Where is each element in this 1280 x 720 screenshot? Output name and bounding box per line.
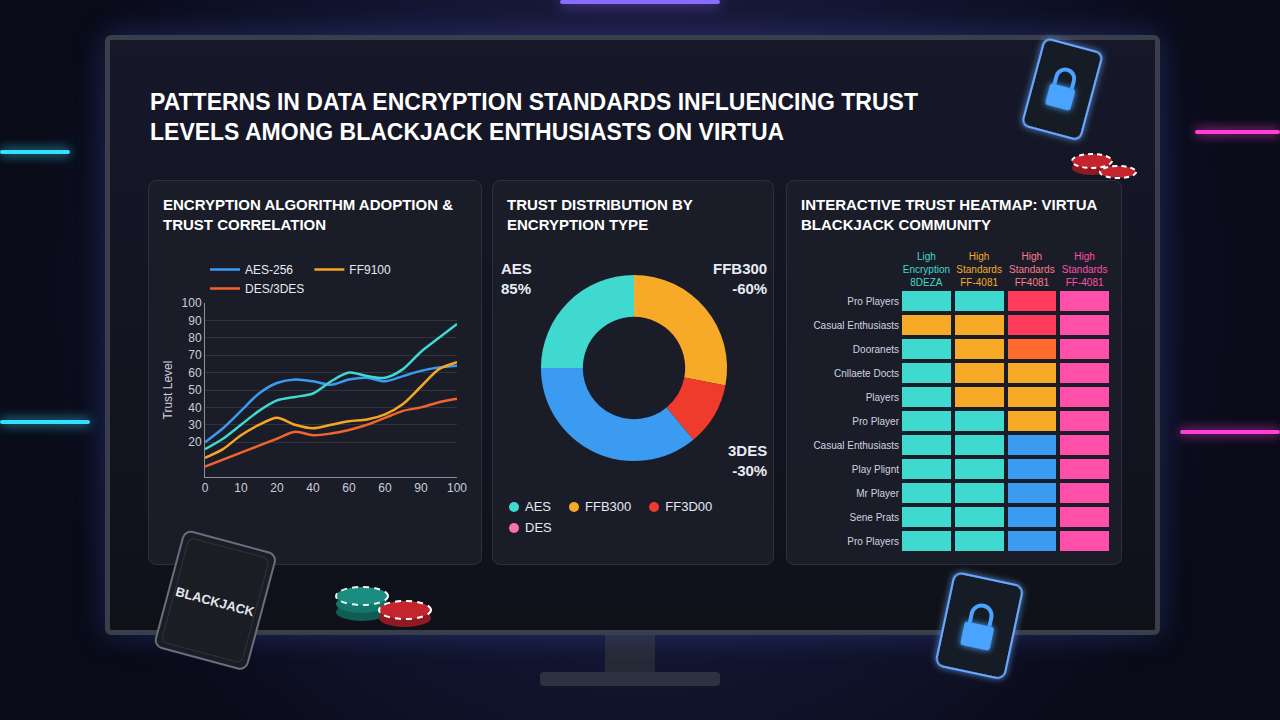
svg-text:Pro Players: Pro Players bbox=[847, 296, 899, 307]
svg-text:40: 40 bbox=[188, 401, 202, 415]
svg-text:HighStandardsFF4081: HighStandardsFF4081 bbox=[1009, 251, 1055, 288]
html-text:FF3D00: FF3D00 bbox=[665, 499, 713, 514]
html-text:AES: AES bbox=[525, 499, 551, 514]
svg-text:AES-256: AES-256 bbox=[245, 263, 293, 277]
svg-text:Players: Players bbox=[866, 392, 899, 403]
svg-text:40: 40 bbox=[306, 481, 320, 495]
svg-text:60: 60 bbox=[378, 481, 392, 495]
svg-text:DES/3DES: DES/3DES bbox=[245, 282, 304, 296]
svg-text:Pro Player: Pro Player bbox=[852, 416, 899, 427]
svg-text:60: 60 bbox=[188, 366, 202, 380]
html-text:FFB300: FFB300 bbox=[585, 499, 632, 514]
html-text:ENCRYPTION ALGORITHM ADOPTION: ENCRYPTION ALGORITHM ADOPTION & TRUST CO… bbox=[163, 196, 453, 233]
svg-text:FFB300-60%: FFB300-60% bbox=[713, 260, 767, 297]
html-text:TRUST DISTRIBUTION BY ENCRYPTI: TRUST DISTRIBUTION BY ENCRYPTION TYPE bbox=[507, 196, 693, 233]
html-text:DES: DES bbox=[525, 520, 552, 535]
svg-text:AES85%: AES85% bbox=[501, 260, 532, 297]
svg-text:Mr Player: Mr Player bbox=[856, 488, 899, 499]
svg-text:Cnllaete Docts: Cnllaete Docts bbox=[834, 368, 899, 379]
html-text:INTERACTIVE TRUST HEATMAP: VIR: INTERACTIVE TRUST HEATMAP: VIRTUA BLACKJ… bbox=[801, 196, 1097, 233]
svg-text:30: 30 bbox=[188, 418, 202, 432]
svg-text:Casual Enthusiasts: Casual Enthusiasts bbox=[813, 440, 899, 451]
svg-text:3DES-30%: 3DES-30% bbox=[728, 442, 767, 479]
html-text:PATTERNS IN DATA ENCRYPTION ST: PATTERNS IN DATA ENCRYPTION STANDARDS IN… bbox=[150, 89, 918, 145]
svg-text:0: 0 bbox=[202, 481, 209, 495]
svg-text:100: 100 bbox=[182, 296, 202, 310]
svg-text:20: 20 bbox=[270, 481, 284, 495]
svg-text:HighStandardsFF-4081: HighStandardsFF-4081 bbox=[1062, 251, 1108, 288]
svg-text:HighStandardsFF-4081: HighStandardsFF-4081 bbox=[956, 251, 1002, 288]
svg-text:FF9100: FF9100 bbox=[349, 263, 391, 277]
svg-text:60: 60 bbox=[342, 481, 356, 495]
svg-text:Sene Prats: Sene Prats bbox=[850, 512, 899, 523]
svg-text:Dooranets: Dooranets bbox=[853, 344, 899, 355]
svg-text:80: 80 bbox=[188, 331, 202, 345]
svg-text:LighEncryption8DEZA: LighEncryption8DEZA bbox=[903, 251, 950, 288]
svg-text:20: 20 bbox=[188, 435, 202, 449]
svg-text:Play Plignt: Play Plignt bbox=[852, 464, 899, 475]
svg-text:90: 90 bbox=[414, 481, 428, 495]
svg-text:BLACKJACK: BLACKJACK bbox=[174, 584, 257, 620]
svg-text:90: 90 bbox=[188, 314, 202, 328]
svg-text:Trust Level: Trust Level bbox=[161, 361, 175, 420]
svg-text:50: 50 bbox=[188, 383, 202, 397]
svg-text:Pro Players: Pro Players bbox=[847, 536, 899, 547]
svg-text:Casual Enthusiasts: Casual Enthusiasts bbox=[813, 320, 899, 331]
svg-text:100: 100 bbox=[447, 481, 467, 495]
svg-text:10: 10 bbox=[234, 481, 248, 495]
svg-text:70: 70 bbox=[188, 348, 202, 362]
